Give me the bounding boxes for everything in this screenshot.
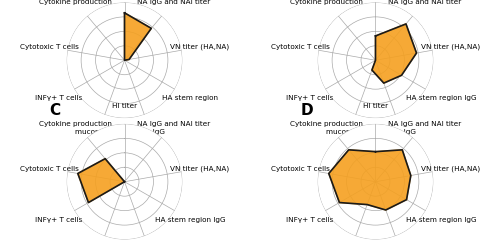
Polygon shape xyxy=(124,13,152,60)
Polygon shape xyxy=(78,159,124,203)
Text: D: D xyxy=(300,103,313,118)
Text: C: C xyxy=(50,103,60,118)
Polygon shape xyxy=(329,150,411,210)
Polygon shape xyxy=(372,24,416,83)
